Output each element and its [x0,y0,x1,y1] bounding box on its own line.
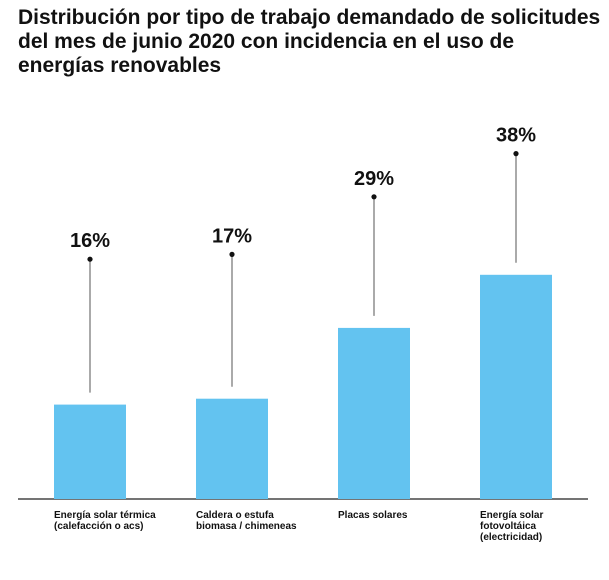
bar [338,327,410,499]
label-leader-dot [513,151,519,157]
chart-title: Distribución por tipo de trabajo demanda… [18,6,601,77]
category-label: Energía solar fotovoltáica (electricidad… [480,510,544,543]
bar [480,274,552,499]
data-label: 29% [354,168,394,190]
label-leader-dot [87,256,93,262]
data-label: 17% [212,225,252,247]
label-leader-dot [229,251,235,257]
data-label: 16% [70,230,110,252]
label-leader-dot [371,194,377,200]
category-label: Placas solares [338,510,408,521]
bar [196,398,268,499]
category-label: Energía solar térmica (calefacción o acs… [54,510,156,532]
data-label: 38% [496,125,536,147]
chart-marks: 16% 17% 29% 38% [54,125,552,499]
bar [54,404,126,499]
category-label: Caldera o estufa biomasa / chimeneas [196,510,297,532]
